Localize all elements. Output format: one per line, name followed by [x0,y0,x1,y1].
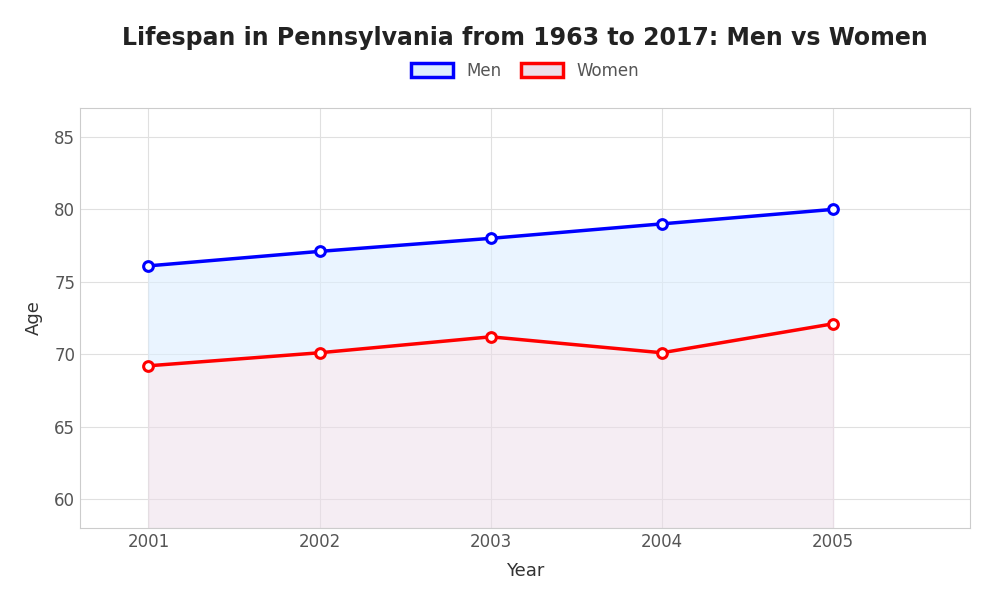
Title: Lifespan in Pennsylvania from 1963 to 2017: Men vs Women: Lifespan in Pennsylvania from 1963 to 20… [122,26,928,50]
Y-axis label: Age: Age [25,301,43,335]
X-axis label: Year: Year [506,562,544,580]
Legend: Men, Women: Men, Women [411,62,639,80]
